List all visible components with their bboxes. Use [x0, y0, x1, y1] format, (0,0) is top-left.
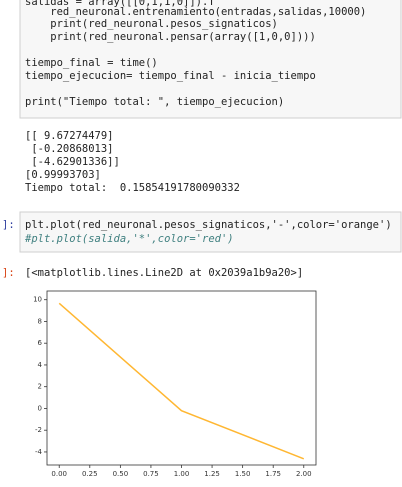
x-tick-label: 0.75	[143, 470, 159, 478]
code-comment: #plt.plot(salida,'*',color='red')	[24, 233, 234, 245]
output-line: Tiempo total: 0.15854191780090332	[25, 182, 240, 194]
x-tick-label: 1.25	[204, 470, 220, 478]
y-tick-label: 4	[38, 361, 43, 369]
x-tick-label: 2.00	[296, 470, 312, 478]
y-tick-label: -2	[35, 426, 42, 434]
code-line: print("Tiempo total: ", tiempo_ejecucion…	[25, 96, 284, 108]
code-line: print(red_neuronal.pensar(array([1,0,0])…	[25, 31, 316, 43]
code-line: salidas = array([[0,1,1,0]]).T	[25, 0, 215, 8]
code-cell[interactable]	[19, 0, 402, 119]
x-tick-label: 0.50	[113, 470, 129, 478]
output-line: [-4.62901336]]	[25, 156, 120, 168]
code-line: tiempo_final = time()	[25, 57, 158, 69]
y-tick-label: 6	[38, 339, 43, 347]
in-prompt: ]:	[2, 219, 15, 231]
x-tick-label: 1.00	[174, 470, 190, 478]
y-tick-label: 10	[33, 296, 42, 304]
data-line	[58, 302, 305, 460]
y-tick-label: -4	[35, 448, 43, 456]
code-line: tiempo_ejecucion= tiempo_final - inicia_…	[25, 70, 316, 82]
output-line: [0.99993703]	[25, 169, 101, 181]
plot-frame	[46, 290, 317, 466]
output-line: [[ 9.67274479]	[25, 130, 114, 142]
x-tick-label: 0.25	[82, 470, 98, 478]
y-tick-label: 2	[38, 383, 42, 391]
x-tick-label: 1.50	[235, 470, 251, 478]
code-line: print(red_neuronal.pesos_signaticos)	[25, 18, 278, 30]
code-line: red_neuronal.entrenamiento(entradas,sali…	[25, 6, 366, 18]
out-prompt: ]:	[2, 267, 15, 279]
y-tick-label: 0	[38, 404, 42, 412]
chart: 10 8 6 4 2 0 -2 -4 0.00 0.25 0.50 0.75 1.00 1.25 1.50 1…	[33, 290, 317, 478]
x-tick-label: 0.00	[51, 470, 67, 478]
code-line: plt.plot(red_neuronal.pesos_signaticos,'…	[25, 219, 392, 231]
output-line: [-0.20868013]	[25, 143, 114, 155]
y-tick-label: 8	[38, 317, 42, 325]
output-text: [<matplotlib.lines.Line2D at 0x2039a1b9a…	[25, 267, 303, 279]
x-tick-label: 1.75	[265, 470, 281, 478]
code-cell[interactable]	[19, 211, 402, 253]
